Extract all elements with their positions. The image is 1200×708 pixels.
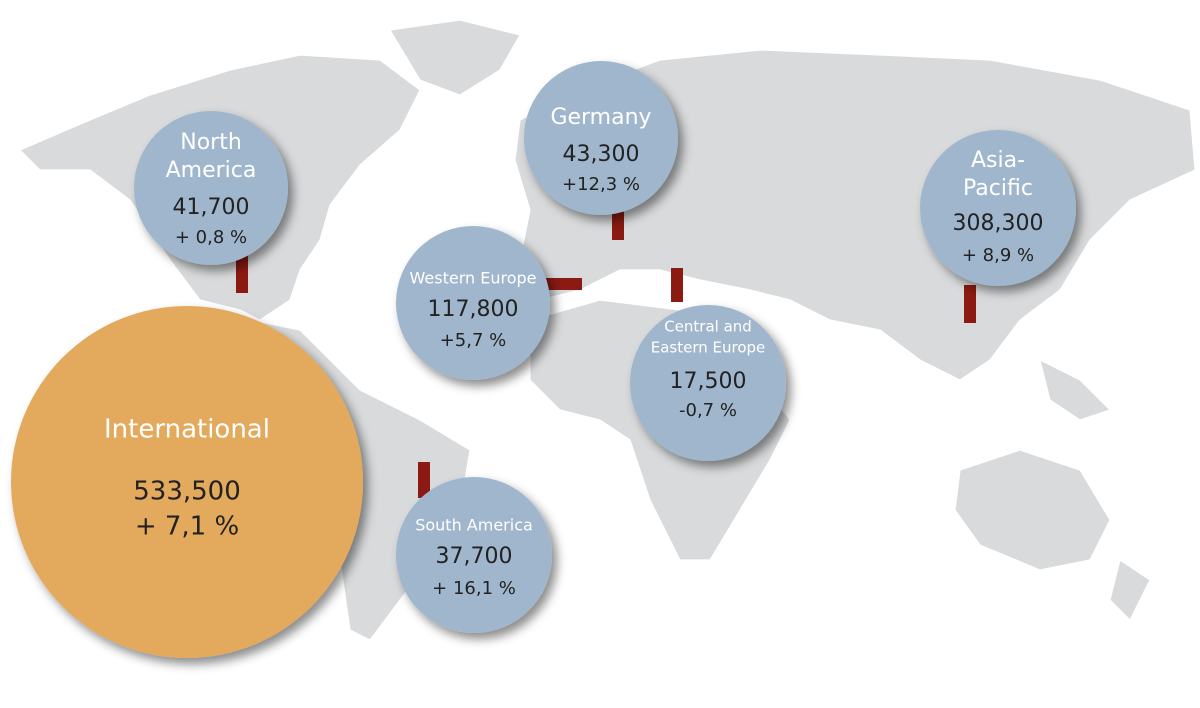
- bubble: [134, 111, 288, 265]
- bubble: [396, 226, 550, 380]
- region-name: Central and: [664, 318, 752, 336]
- region-name: Western Europe: [410, 269, 537, 288]
- region-name: Germany: [550, 105, 651, 130]
- bubble: [11, 306, 363, 658]
- region-bubble: North America 41,700 + 0,8 %: [134, 111, 288, 265]
- region-bubble: Germany 43,300 +12,3 %: [524, 61, 678, 215]
- region-change: +12,3 %: [562, 174, 640, 195]
- region-name: America: [166, 158, 257, 183]
- region-value: 17,500: [670, 369, 747, 394]
- bubble: [524, 61, 678, 215]
- region-bubble: International 533,500 + 7,1 %: [11, 306, 363, 658]
- region-bubble: South America 37,700 + 16,1 %: [396, 477, 552, 633]
- connectors: [236, 210, 976, 498]
- region-name: Asia-: [971, 148, 1025, 173]
- bubble: [630, 305, 786, 461]
- connector: [236, 255, 248, 293]
- bubble: [920, 130, 1076, 286]
- connector: [418, 462, 430, 498]
- region-value: 533,500: [133, 477, 241, 507]
- region-change: + 16,1 %: [432, 578, 516, 599]
- bubbles: North America 41,700 + 0,8 % Germany 43,300 +1…: [11, 61, 1076, 658]
- region-value: 117,800: [428, 297, 519, 322]
- region-change: + 8,9 %: [962, 245, 1034, 266]
- region-change: +5,7 %: [440, 330, 507, 351]
- region-value: 41,700: [173, 195, 250, 220]
- region-value: 308,300: [953, 211, 1044, 236]
- connector: [964, 285, 976, 323]
- connector: [545, 278, 582, 290]
- region-value: 43,300: [563, 142, 640, 167]
- region-change: + 7,1 %: [135, 512, 239, 542]
- region-name: Pacific: [963, 176, 1033, 201]
- region-bubble: Asia- Pacific 308,300 + 8,9 %: [920, 130, 1076, 286]
- region-name: North: [180, 130, 242, 155]
- connector: [612, 210, 624, 240]
- region-name: International: [104, 415, 270, 445]
- region-bubble: Central and Eastern Europe 17,500 -0,7 %: [630, 305, 786, 461]
- region-value: 37,700: [436, 544, 513, 569]
- region-name: South America: [415, 516, 533, 535]
- region-change: + 0,8 %: [175, 227, 247, 248]
- region-change: -0,7 %: [679, 400, 737, 421]
- connector: [671, 268, 683, 302]
- region-name: Eastern Europe: [651, 339, 766, 357]
- bubble: [396, 477, 552, 633]
- region-bubble: Western Europe 117,800 +5,7 %: [396, 226, 550, 380]
